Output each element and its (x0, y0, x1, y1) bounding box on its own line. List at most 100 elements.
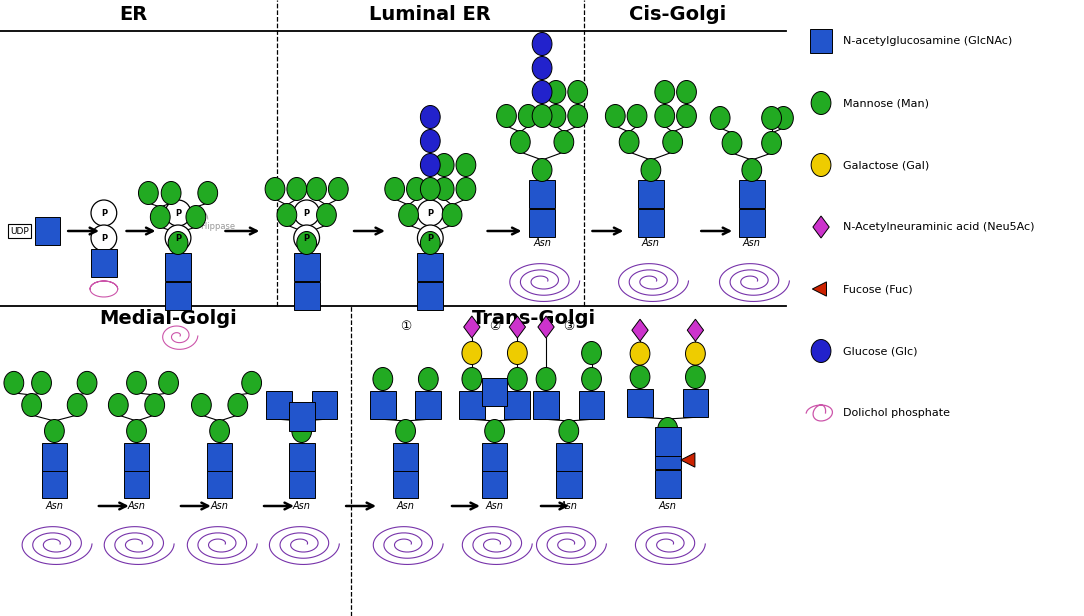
Polygon shape (812, 282, 826, 296)
Circle shape (417, 200, 443, 226)
Text: Asn: Asn (210, 501, 229, 511)
Ellipse shape (421, 105, 440, 129)
Text: Glucose (Glc): Glucose (Glc) (842, 346, 917, 356)
Polygon shape (681, 453, 695, 467)
Text: Asn: Asn (397, 501, 414, 511)
Polygon shape (459, 391, 485, 419)
Ellipse shape (421, 177, 440, 200)
Text: Asn: Asn (46, 501, 63, 511)
Ellipse shape (421, 232, 440, 254)
Text: Asn: Asn (486, 501, 504, 511)
Polygon shape (288, 402, 314, 431)
Polygon shape (632, 319, 648, 341)
Ellipse shape (559, 419, 579, 442)
Polygon shape (533, 391, 559, 419)
Ellipse shape (462, 368, 481, 391)
Ellipse shape (532, 105, 552, 128)
Ellipse shape (774, 107, 793, 129)
Text: P: P (427, 208, 434, 217)
Ellipse shape (421, 153, 440, 177)
Text: P: P (304, 208, 310, 217)
Ellipse shape (582, 341, 602, 365)
Polygon shape (538, 316, 554, 338)
Text: Trans-Golgi: Trans-Golgi (473, 309, 596, 328)
Ellipse shape (287, 177, 307, 200)
Ellipse shape (496, 105, 516, 128)
Ellipse shape (418, 368, 438, 391)
Polygon shape (481, 378, 507, 407)
Text: ③: ③ (564, 320, 575, 333)
Polygon shape (810, 29, 831, 53)
Circle shape (165, 225, 191, 251)
Ellipse shape (77, 371, 96, 394)
Polygon shape (813, 216, 829, 238)
Ellipse shape (658, 418, 678, 440)
Polygon shape (417, 253, 443, 282)
Polygon shape (655, 469, 681, 498)
Ellipse shape (537, 368, 556, 391)
Ellipse shape (456, 177, 476, 200)
Text: Cis-Golgi: Cis-Golgi (629, 4, 726, 23)
Polygon shape (509, 316, 526, 338)
Polygon shape (41, 469, 67, 498)
Ellipse shape (619, 131, 640, 153)
Polygon shape (529, 209, 555, 237)
Polygon shape (638, 209, 663, 237)
Ellipse shape (811, 339, 831, 362)
Polygon shape (124, 443, 150, 471)
Text: ER: ER (119, 4, 147, 23)
Ellipse shape (317, 203, 336, 227)
Ellipse shape (385, 177, 404, 200)
Ellipse shape (641, 158, 661, 182)
Text: P: P (427, 233, 434, 243)
Ellipse shape (162, 182, 181, 205)
Ellipse shape (44, 419, 64, 442)
Ellipse shape (373, 368, 392, 391)
Ellipse shape (307, 177, 326, 200)
Ellipse shape (278, 203, 297, 227)
Polygon shape (392, 469, 418, 498)
Polygon shape (417, 282, 443, 310)
Ellipse shape (722, 131, 741, 155)
Ellipse shape (435, 153, 454, 177)
Ellipse shape (710, 107, 730, 129)
Circle shape (91, 225, 117, 251)
Ellipse shape (266, 177, 285, 200)
Polygon shape (294, 282, 320, 310)
Ellipse shape (421, 129, 440, 153)
Ellipse shape (22, 394, 41, 416)
Text: P: P (101, 233, 107, 243)
Ellipse shape (168, 232, 188, 254)
Text: Galactose (Gal): Galactose (Gal) (842, 160, 929, 170)
Ellipse shape (198, 182, 218, 205)
Ellipse shape (31, 371, 51, 394)
Polygon shape (579, 391, 605, 419)
Text: ①: ① (400, 320, 411, 333)
Ellipse shape (532, 81, 552, 103)
Polygon shape (481, 443, 507, 471)
Ellipse shape (462, 341, 481, 365)
Ellipse shape (292, 419, 311, 442)
Text: Asn: Asn (743, 238, 761, 248)
Ellipse shape (676, 105, 696, 128)
Text: Mannose (Man): Mannose (Man) (842, 98, 929, 108)
Polygon shape (683, 389, 708, 417)
Text: Asn: Asn (559, 501, 578, 511)
Ellipse shape (328, 177, 348, 200)
Text: Medial-Golgi: Medial-Golgi (100, 309, 237, 328)
Polygon shape (266, 391, 292, 419)
Text: P: P (175, 208, 181, 217)
Ellipse shape (4, 371, 24, 394)
Text: ②: ② (489, 320, 500, 333)
Ellipse shape (145, 394, 165, 416)
Ellipse shape (456, 153, 476, 177)
Ellipse shape (662, 131, 683, 153)
Ellipse shape (630, 365, 650, 389)
Polygon shape (655, 428, 681, 456)
Polygon shape (311, 391, 337, 419)
Ellipse shape (151, 206, 170, 229)
Ellipse shape (685, 365, 706, 389)
Ellipse shape (655, 105, 674, 128)
Ellipse shape (655, 81, 674, 103)
Ellipse shape (192, 394, 211, 416)
